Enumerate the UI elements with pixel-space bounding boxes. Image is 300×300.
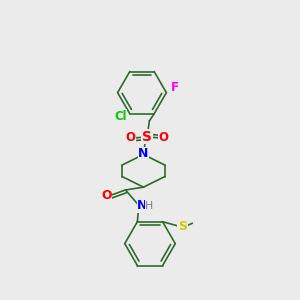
Text: O: O — [159, 131, 169, 144]
Text: O: O — [101, 189, 112, 202]
Text: F: F — [171, 81, 179, 94]
Text: S: S — [142, 130, 152, 144]
Text: Cl: Cl — [114, 110, 127, 123]
Text: H: H — [145, 201, 153, 211]
Text: O: O — [126, 131, 136, 144]
Text: S: S — [178, 220, 187, 233]
Text: N: N — [138, 147, 148, 161]
Text: N: N — [137, 200, 148, 212]
